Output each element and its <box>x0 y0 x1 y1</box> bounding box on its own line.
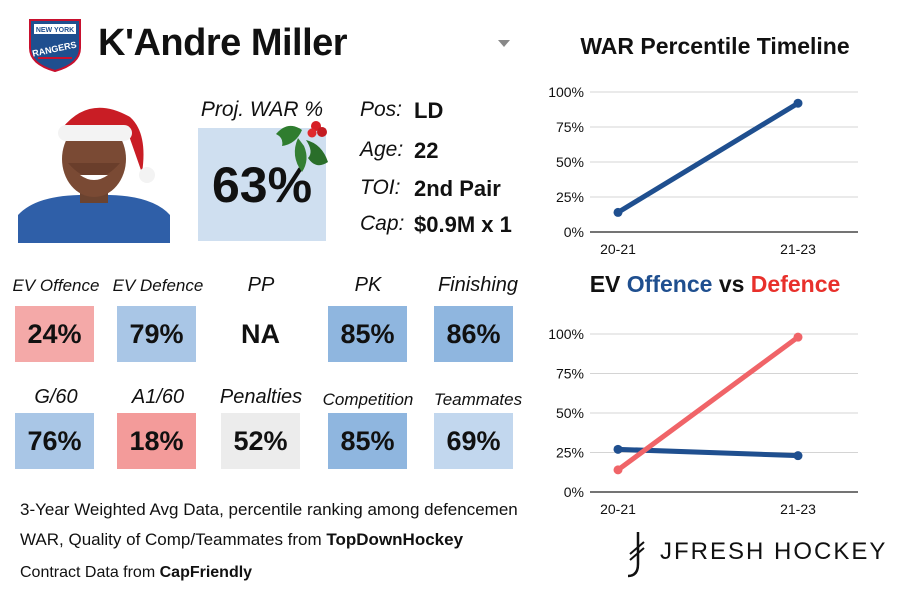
tile-label-penalties: Penalties <box>219 386 303 408</box>
tile-label-pp: PP <box>247 274 275 296</box>
chart-2-xtick-label: 21-23 <box>780 501 816 517</box>
chart-2-ytick-label: 50% <box>556 405 584 421</box>
tile-label-ev-offence: EV Offence <box>12 276 100 295</box>
tile-value-teammates: 69% <box>434 413 513 469</box>
tile-label-teammates: Teammates <box>433 390 523 409</box>
brand-name: JFRESH HOCKEY <box>660 538 888 565</box>
chart-2-title: EV Offence vs Defence <box>560 271 870 298</box>
tile-value-finishing: 86% <box>434 306 513 362</box>
tile-value-pp: NA <box>221 306 300 362</box>
chart-2-ytick-label: 25% <box>556 445 584 461</box>
info-label-pos: Pos: <box>360 98 403 121</box>
tile-value-ev-defence: 79% <box>117 306 196 362</box>
chevron-down-icon[interactable] <box>498 40 510 47</box>
chart-1-ytick-label: 75% <box>556 119 584 135</box>
chart-2-ytick-label: 100% <box>548 326 584 342</box>
tile-value-a160: 18% <box>117 413 196 469</box>
chart-1-xtick-label: 20-21 <box>600 241 636 257</box>
player-name: K'Andre Miller <box>98 22 348 64</box>
tile-value-penalties: 52% <box>221 413 300 469</box>
tile-label-finishing: Finishing <box>437 274 519 296</box>
tile-value-g60: 76% <box>15 413 94 469</box>
chart-2-title-ev: EV <box>589 271 621 297</box>
tile-label-ev-defence: EV Defence <box>112 276 204 295</box>
chart-2-data-point <box>793 451 803 461</box>
footer-line-2-prefix: WAR, Quality of Comp/Teammates from <box>20 530 327 549</box>
chart-2-ytick-label: 0% <box>564 484 584 500</box>
footer-line-3-prefix: Contract Data from <box>20 564 160 581</box>
chart-1-data-point <box>793 98 803 108</box>
chart-1-ytick-label: 0% <box>564 224 584 240</box>
chart-2-title-vs: vs <box>718 271 745 297</box>
player-photo <box>18 93 170 243</box>
chart-2-ytick-label: 75% <box>556 366 584 382</box>
brand-logo-icon <box>627 532 645 578</box>
proj-war-label: Proj. WAR % <box>200 98 324 121</box>
footer-line-2: WAR, Quality of Comp/Teammates from TopD… <box>20 530 463 550</box>
chart-1: 0% 25% 50% 75% 100% 20-21 21-23 <box>548 84 858 257</box>
footer-source-topdownhockey: TopDownHockey <box>326 530 464 549</box>
chart-2-xtick-label: 20-21 <box>600 501 636 517</box>
logo-text-top: NEW YORK <box>36 27 74 34</box>
tile-label-pk: PK <box>354 274 382 296</box>
chart-2-title-defence: Defence <box>750 271 841 297</box>
chart-2-data-point <box>793 332 803 342</box>
footer-source-capfriendly: CapFriendly <box>159 564 253 581</box>
proj-war-value: 63% <box>198 128 326 241</box>
chart-1-data-point <box>613 207 623 217</box>
team-logo: NEW YORK RANGERS <box>29 19 81 72</box>
tile-label-competition: Competition <box>322 390 414 409</box>
tile-label-a160: A1/60 <box>131 386 185 408</box>
chart-1-ytick-label: 25% <box>556 189 584 205</box>
chart-2-series-line <box>615 334 801 473</box>
chart-1-title: WAR Percentile Timeline <box>580 33 850 59</box>
tile-value-pk: 85% <box>328 306 407 362</box>
info-label-toi: TOI: <box>360 176 401 199</box>
info-value-cap: $0.9M x 1 <box>414 212 512 237</box>
footer-line-1: 3-Year Weighted Avg Data, percentile ran… <box>20 500 518 519</box>
chart-1-ytick-label: 100% <box>548 84 584 100</box>
info-value-pos: LD <box>414 98 444 123</box>
info-label-cap: Cap: <box>360 212 405 235</box>
holly-icon <box>276 121 328 172</box>
chart-1-ytick-label: 50% <box>556 154 584 170</box>
chart-2-data-point <box>613 465 623 475</box>
chart-2-data-point <box>613 444 623 454</box>
footer-line-3: Contract Data from CapFriendly <box>20 564 252 582</box>
info-label-age: Age: <box>360 138 404 161</box>
tile-value-competition: 85% <box>328 413 407 469</box>
info-value-toi: 2nd Pair <box>414 176 501 201</box>
info-value-age: 22 <box>414 138 439 163</box>
tile-value-ev-offence: 24% <box>15 306 94 362</box>
chart-2: 0% 25% 50% 75% 100% 20-21 21-23 <box>548 326 858 517</box>
chart-1-series-line <box>615 100 801 215</box>
chart-2-title-offence: Offence <box>626 271 713 297</box>
chart-1-xtick-label: 21-23 <box>780 241 816 257</box>
tile-label-g60: G/60 <box>34 386 78 408</box>
